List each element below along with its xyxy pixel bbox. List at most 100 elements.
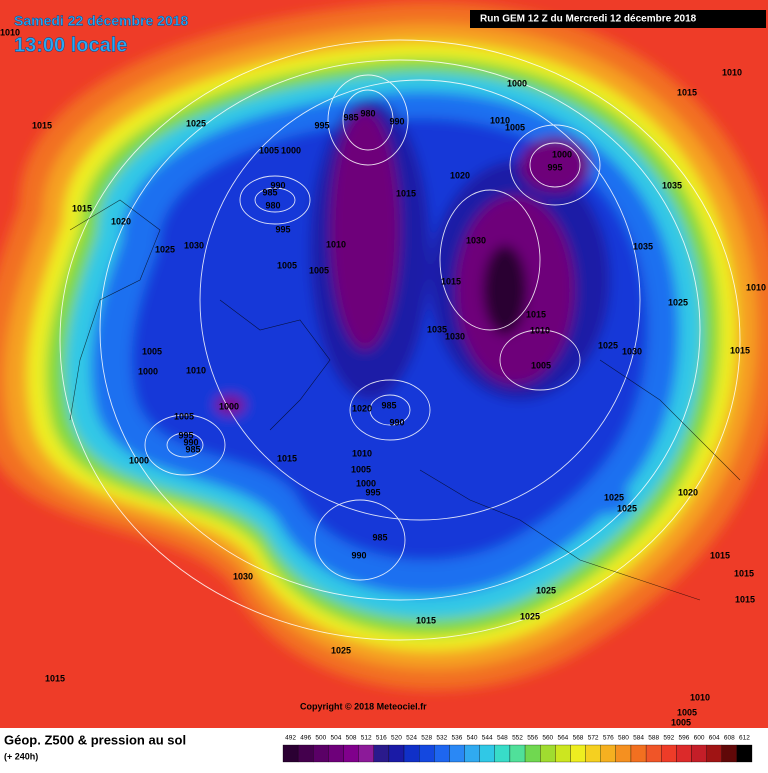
legend-level: 544 — [482, 735, 493, 742]
legend-swatch — [358, 744, 374, 763]
isobar-label: 1010 — [326, 239, 346, 249]
legend-swatch — [615, 744, 632, 763]
isobar-label: 1020 — [678, 487, 698, 497]
isobar-label: 1025 — [536, 585, 556, 595]
legend-level: 592 — [663, 735, 674, 742]
legend-swatch — [540, 744, 556, 763]
date-title: Samedi 22 décembre 2018 — [14, 13, 189, 29]
copyright: Copyright © 2018 Meteociel.fr — [300, 701, 427, 711]
isobar-label: 1005 — [531, 360, 551, 370]
run-title: Run GEM 12 Z du Mercredi 12 décembre 201… — [480, 14, 697, 25]
isobar-label: 995 — [365, 487, 380, 497]
legend-swatch — [676, 744, 692, 763]
isobar-label: 1005 — [671, 717, 691, 727]
isobar-label: 1025 — [186, 118, 206, 128]
isobar-label: 1025 — [598, 340, 618, 350]
legend-level: 560 — [542, 735, 553, 742]
legend-swatch — [494, 744, 511, 763]
isobar-label: 1035 — [427, 324, 447, 334]
isobar-label: 1030 — [445, 331, 465, 341]
isobar-label: 980 — [360, 108, 375, 118]
legend-swatch — [524, 744, 541, 763]
isobar-label: 990 — [389, 116, 404, 126]
isobar-label: 1030 — [184, 240, 204, 250]
isobar-label: 1000 — [507, 78, 527, 88]
isobar-label: 1000 — [552, 149, 572, 159]
legend-swatch — [419, 744, 435, 763]
legend-level: 524 — [406, 735, 417, 742]
legend-level: 580 — [618, 735, 629, 742]
legend-level: 540 — [467, 735, 478, 742]
coastlines — [69, 199, 741, 601]
legend-level: 604 — [709, 735, 720, 742]
isobar-label: 980 — [265, 200, 280, 210]
isobar-label: 1025 — [331, 645, 351, 655]
legend-swatch — [449, 744, 465, 763]
isobar-label: 1005 — [309, 265, 329, 275]
isobar-label: 1015 — [45, 673, 65, 683]
isobar-label: 990 — [270, 180, 285, 190]
isobar-label: 990 — [183, 437, 198, 447]
legend-level: 568 — [573, 735, 584, 742]
isobar-label: 1010 — [690, 692, 710, 702]
legend-swatch — [509, 744, 526, 763]
legend-level: 508 — [346, 735, 357, 742]
isobar-label: 985 — [343, 112, 358, 122]
isobar-label: 995 — [275, 224, 290, 234]
time-title: 13:00 locale — [14, 34, 127, 56]
isobar-label: 1005 — [142, 346, 162, 356]
legend-swatch — [600, 744, 616, 763]
legend-level: 612 — [739, 735, 750, 742]
height-field — [0, 2, 768, 691]
isobar-label: 1020 — [450, 170, 470, 180]
legend-level: 512 — [361, 735, 372, 742]
isobar-label: 1000 — [281, 145, 301, 155]
legend-swatch — [343, 744, 359, 763]
isobar-label: 1005 — [174, 411, 194, 421]
legend-swatch — [585, 744, 601, 763]
isobar-label: 1005 — [505, 122, 525, 132]
isobar-label: 1000 — [356, 478, 376, 488]
legend-level: 564 — [557, 735, 568, 742]
footer-lead: (+ 240h) — [4, 751, 38, 761]
isobar-label: 1020 — [352, 403, 372, 413]
color-legend: 492 496 500 504 508 512 516 520 524 528 532 536 540 5… — [282, 735, 753, 763]
isobar-label: 995 — [178, 430, 193, 440]
legend-swatch — [721, 744, 738, 763]
isobar-label: 1005 — [351, 464, 371, 474]
isobar-label: 1015 — [396, 188, 416, 198]
legend-swatch — [661, 744, 677, 763]
legend-level: 596 — [678, 735, 689, 742]
legend-swatch — [570, 744, 586, 763]
isobar-label: 1025 — [668, 297, 688, 307]
legend-swatch — [297, 744, 314, 763]
legend-swatch — [736, 744, 753, 763]
isobar-label: 1010 — [746, 282, 766, 292]
isobar-label: 985 — [372, 532, 387, 542]
isobar-label: 1000 — [129, 455, 149, 465]
isobar-label: 1015 — [734, 568, 754, 578]
isobar-label: 1035 — [633, 241, 653, 251]
legend-level: 528 — [421, 735, 432, 742]
legend-level: 532 — [436, 735, 447, 742]
legend-level: 588 — [648, 735, 659, 742]
isobar-label: 985 — [262, 187, 277, 197]
legend-level: 572 — [588, 735, 599, 742]
isobar-label: 1010 — [530, 325, 550, 335]
legend-level: 536 — [452, 735, 463, 742]
legend-swatch — [373, 744, 390, 763]
legend-swatch — [388, 744, 405, 763]
legend-level: 556 — [527, 735, 538, 742]
isobar-label: 1015 — [441, 276, 461, 286]
map-field — [0, 0, 768, 728]
isobar-label: 1015 — [735, 594, 755, 604]
legend-level: 520 — [391, 735, 402, 742]
legend-level: 516 — [376, 735, 387, 742]
isobar-label: 1025 — [155, 244, 175, 254]
legend-level: 492 — [285, 735, 296, 742]
legend-level: 552 — [512, 735, 523, 742]
isobar-label: 1015 — [526, 309, 546, 319]
isobar-label: 1010 — [186, 365, 206, 375]
legend-swatch — [479, 744, 495, 763]
